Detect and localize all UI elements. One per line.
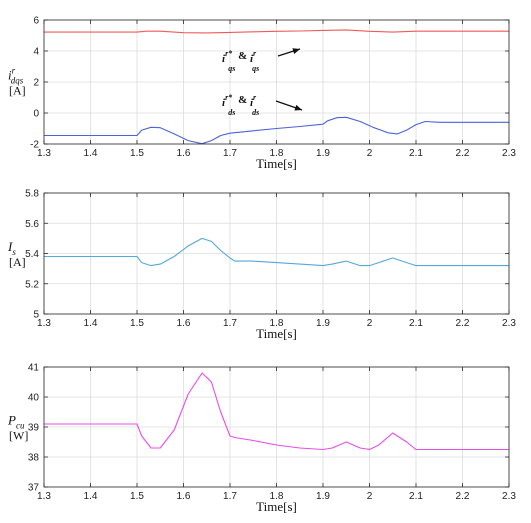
x-axis-label: Time[s] xyxy=(256,156,297,171)
x-axis-label: Time[s] xyxy=(256,326,297,341)
y-axis-unit: [A] xyxy=(9,255,26,269)
x-axis-label: Time[s] xyxy=(256,499,297,514)
x-tick-label: 2.2 xyxy=(456,491,470,502)
chart-panel-3: 1.3 1.4 1.5 1.6 1.7 1.8 1.9 2 2.1 2.2 2.3 37 38 39 40 4… xyxy=(7,363,516,515)
x-tick-label: 1.8 xyxy=(270,318,284,329)
x-tick-label: 1.3 xyxy=(37,491,51,502)
x-tick-label: 2.1 xyxy=(409,491,423,502)
x-tick-label: 1.8 xyxy=(270,491,284,502)
y-axis-label: ir dqs xyxy=(8,66,24,86)
y-tick-label: 5 xyxy=(33,310,39,321)
series-line-1 xyxy=(44,237,509,267)
y-tick-label: -2 xyxy=(30,140,39,151)
y-axis-label: Pcu xyxy=(7,413,25,431)
y-tick-label: 5.8 xyxy=(25,189,39,200)
x-tick-label: 1.6 xyxy=(177,148,191,159)
y-tick-label: 4 xyxy=(33,47,39,58)
y-tick-label: 5.2 xyxy=(25,279,39,290)
chart-panel-2: 1.3 1.4 1.5 1.6 1.7 1.8 1.9 2 2.1 2.2 2.3 5 5.2 5.4 5.… xyxy=(7,189,516,342)
y-tick-label: 5.6 xyxy=(25,219,39,230)
x-tick-label: 2.3 xyxy=(502,148,516,159)
y-tick-label: 0 xyxy=(33,109,39,120)
y-tick-label: 5.4 xyxy=(25,249,39,260)
x-tick-label: 2.1 xyxy=(409,318,423,329)
x-tick-label: 1.9 xyxy=(316,148,330,159)
arrowhead-icon xyxy=(292,48,300,54)
arrowhead-icon xyxy=(294,104,302,111)
y-tick-label: 41 xyxy=(28,363,40,374)
y-tick-label: 38 xyxy=(28,453,40,464)
x-tick-label: 2 xyxy=(367,318,373,329)
y-axis-unit: [A] xyxy=(9,84,26,98)
y-tick-label: 6 xyxy=(33,16,39,27)
x-tick-label: 1.4 xyxy=(84,318,98,329)
x-tick-label: 1.7 xyxy=(223,148,237,159)
x-tick-label: 1.9 xyxy=(316,491,330,502)
x-tick-label: 2.2 xyxy=(456,148,470,159)
x-tick-label: 1.3 xyxy=(37,148,51,159)
x-tick-label: 1.6 xyxy=(177,491,191,502)
x-tick-label: 2 xyxy=(367,491,373,502)
y-axis-label: Is xyxy=(7,239,16,257)
x-tick-label: 1.9 xyxy=(316,318,330,329)
series-line-1 xyxy=(44,372,509,451)
chart-panel-1: 1.3 1.4 1.5 1.6 1.7 1.8 1.9 2 2.1 2.2 2.3 -2 0 2 4 6 Tim… xyxy=(8,16,516,172)
x-tick-label: 1.6 xyxy=(177,318,191,329)
x-tick-label: 1.3 xyxy=(37,318,51,329)
annotation-label-1: ir* qs & ir qs xyxy=(222,49,259,73)
y-tick-label: 40 xyxy=(28,393,40,404)
x-tick-label: 1.4 xyxy=(84,491,98,502)
annotation-label-2: ir* ds & ir ds xyxy=(222,93,259,117)
x-tick-label: 1.5 xyxy=(130,318,144,329)
y-axis-unit: [W] xyxy=(9,429,28,443)
x-tick-label: 1.8 xyxy=(270,148,284,159)
x-tick-label: 1.4 xyxy=(84,148,98,159)
y-tick-label: 37 xyxy=(28,483,40,494)
series-line-1 xyxy=(44,29,509,34)
x-tick-label: 1.5 xyxy=(130,148,144,159)
y-tick-label: 39 xyxy=(28,423,40,434)
x-tick-label: 2 xyxy=(367,148,373,159)
y-tick-label: 2 xyxy=(33,78,39,89)
x-tick-label: 2.3 xyxy=(502,491,516,502)
x-tick-label: 2.2 xyxy=(456,318,470,329)
x-tick-label: 2.1 xyxy=(409,148,423,159)
x-tick-label: 1.7 xyxy=(223,491,237,502)
series-line-2 xyxy=(44,116,509,145)
x-tick-label: 1.5 xyxy=(130,491,144,502)
x-tick-label: 1.7 xyxy=(223,318,237,329)
x-tick-label: 2.3 xyxy=(502,318,516,329)
